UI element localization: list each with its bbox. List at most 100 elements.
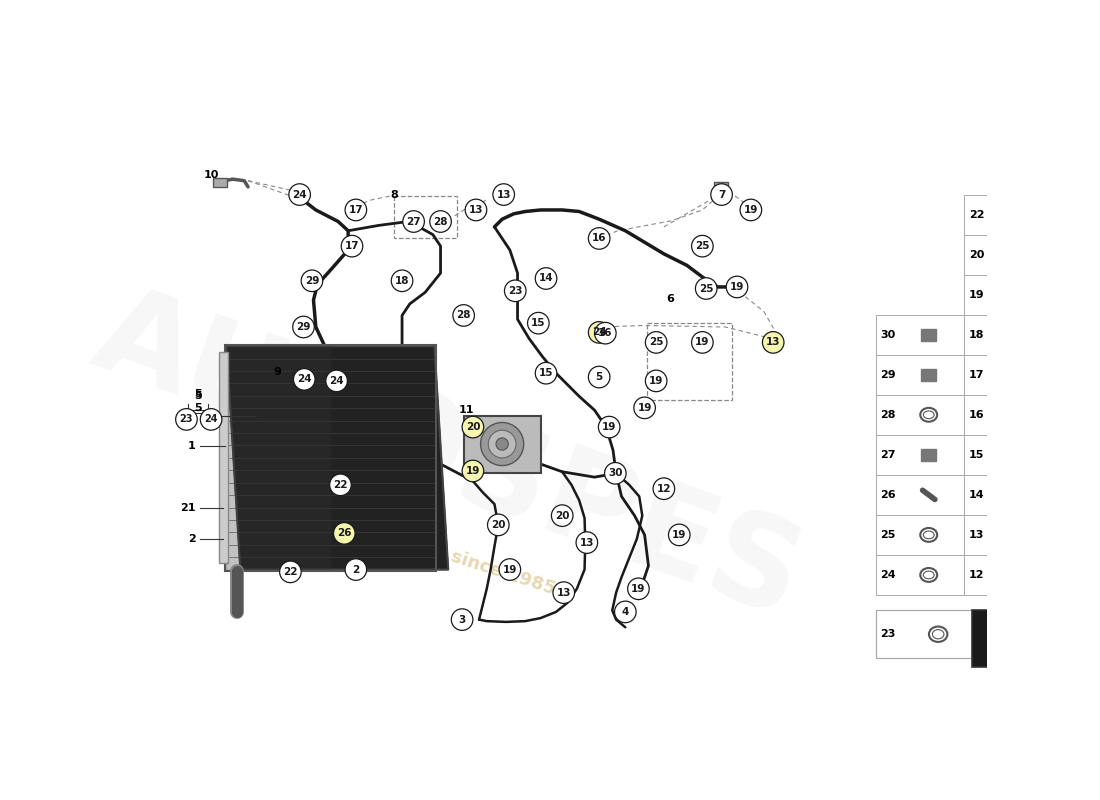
Circle shape <box>653 478 674 499</box>
Text: 24: 24 <box>880 570 895 580</box>
Circle shape <box>345 558 366 580</box>
Bar <box>876 555 964 595</box>
Ellipse shape <box>1012 250 1023 258</box>
Text: 6: 6 <box>667 294 674 303</box>
Circle shape <box>740 199 761 221</box>
Circle shape <box>726 276 748 298</box>
Text: 26: 26 <box>880 490 895 500</box>
Circle shape <box>430 210 451 232</box>
Bar <box>647 323 732 400</box>
Circle shape <box>605 462 626 484</box>
Text: 13: 13 <box>969 530 984 540</box>
Circle shape <box>462 416 484 438</box>
Bar <box>964 274 1053 314</box>
Text: 5: 5 <box>595 372 603 382</box>
Circle shape <box>496 438 508 450</box>
Text: 19: 19 <box>631 584 646 594</box>
Polygon shape <box>921 369 936 381</box>
Text: 27: 27 <box>406 217 421 226</box>
Ellipse shape <box>1012 371 1023 378</box>
Text: 19: 19 <box>649 376 663 386</box>
Bar <box>964 354 1053 394</box>
Ellipse shape <box>1009 568 1025 582</box>
Text: 5: 5 <box>195 391 201 402</box>
Bar <box>876 515 964 555</box>
Polygon shape <box>1003 634 1012 639</box>
Circle shape <box>403 210 425 232</box>
Text: 14: 14 <box>539 274 553 283</box>
Bar <box>964 314 1053 354</box>
Bar <box>964 555 1053 595</box>
Text: 22: 22 <box>333 480 348 490</box>
Circle shape <box>1009 457 1016 465</box>
Text: 21: 21 <box>180 503 196 513</box>
Text: 23: 23 <box>179 414 194 424</box>
Polygon shape <box>227 346 330 570</box>
Text: 3: 3 <box>459 614 465 625</box>
Text: 4: 4 <box>621 607 629 617</box>
Text: 12: 12 <box>657 484 671 494</box>
Text: 17: 17 <box>349 205 363 215</box>
Bar <box>964 475 1053 515</box>
Bar <box>213 178 228 187</box>
Text: 10: 10 <box>204 170 219 180</box>
Text: 1: 1 <box>188 442 196 451</box>
Text: 22: 22 <box>969 210 984 219</box>
Text: 22: 22 <box>283 567 298 577</box>
Polygon shape <box>921 329 936 341</box>
Text: 19: 19 <box>465 466 480 476</box>
Circle shape <box>481 422 524 466</box>
Text: 24: 24 <box>293 190 307 199</box>
Text: 5: 5 <box>195 389 201 399</box>
Text: 15: 15 <box>969 450 984 460</box>
Text: 5: 5 <box>195 403 201 413</box>
Ellipse shape <box>923 411 934 418</box>
Text: 13: 13 <box>469 205 483 215</box>
Text: 16: 16 <box>969 410 984 420</box>
Text: 25: 25 <box>698 283 714 294</box>
Bar <box>876 394 964 435</box>
Text: 13: 13 <box>766 338 780 347</box>
Text: 17: 17 <box>344 241 360 251</box>
Circle shape <box>465 199 486 221</box>
Text: 2: 2 <box>188 534 196 544</box>
Bar <box>224 345 436 571</box>
Text: 24: 24 <box>205 414 218 424</box>
Polygon shape <box>1010 407 1023 422</box>
Text: 24: 24 <box>592 327 606 338</box>
Circle shape <box>692 332 713 353</box>
Bar <box>876 435 964 475</box>
Text: 29: 29 <box>296 322 310 332</box>
Text: 2: 2 <box>352 565 360 574</box>
Text: 19: 19 <box>602 422 616 432</box>
Text: 25: 25 <box>880 530 895 540</box>
Circle shape <box>341 235 363 257</box>
Circle shape <box>451 609 473 630</box>
Circle shape <box>330 474 351 496</box>
Text: 13: 13 <box>496 190 510 199</box>
Circle shape <box>695 278 717 299</box>
Text: 20: 20 <box>465 422 480 432</box>
Text: 20: 20 <box>491 520 506 530</box>
Text: 28: 28 <box>880 410 895 420</box>
Text: 11: 11 <box>459 405 474 415</box>
Circle shape <box>453 305 474 326</box>
Circle shape <box>488 430 516 458</box>
Text: 25: 25 <box>695 241 710 251</box>
Text: 19: 19 <box>969 290 984 300</box>
Circle shape <box>628 578 649 599</box>
Text: 9: 9 <box>274 366 282 377</box>
Circle shape <box>279 561 301 582</box>
Circle shape <box>594 322 616 344</box>
Polygon shape <box>1003 621 1037 634</box>
Circle shape <box>499 558 520 580</box>
Text: 15: 15 <box>539 368 553 378</box>
Circle shape <box>692 235 713 257</box>
Circle shape <box>505 280 526 302</box>
Ellipse shape <box>1012 210 1023 218</box>
Text: 14: 14 <box>969 490 984 500</box>
Bar <box>876 610 972 658</box>
Bar <box>219 353 228 563</box>
Circle shape <box>536 362 557 384</box>
Ellipse shape <box>1012 330 1023 339</box>
